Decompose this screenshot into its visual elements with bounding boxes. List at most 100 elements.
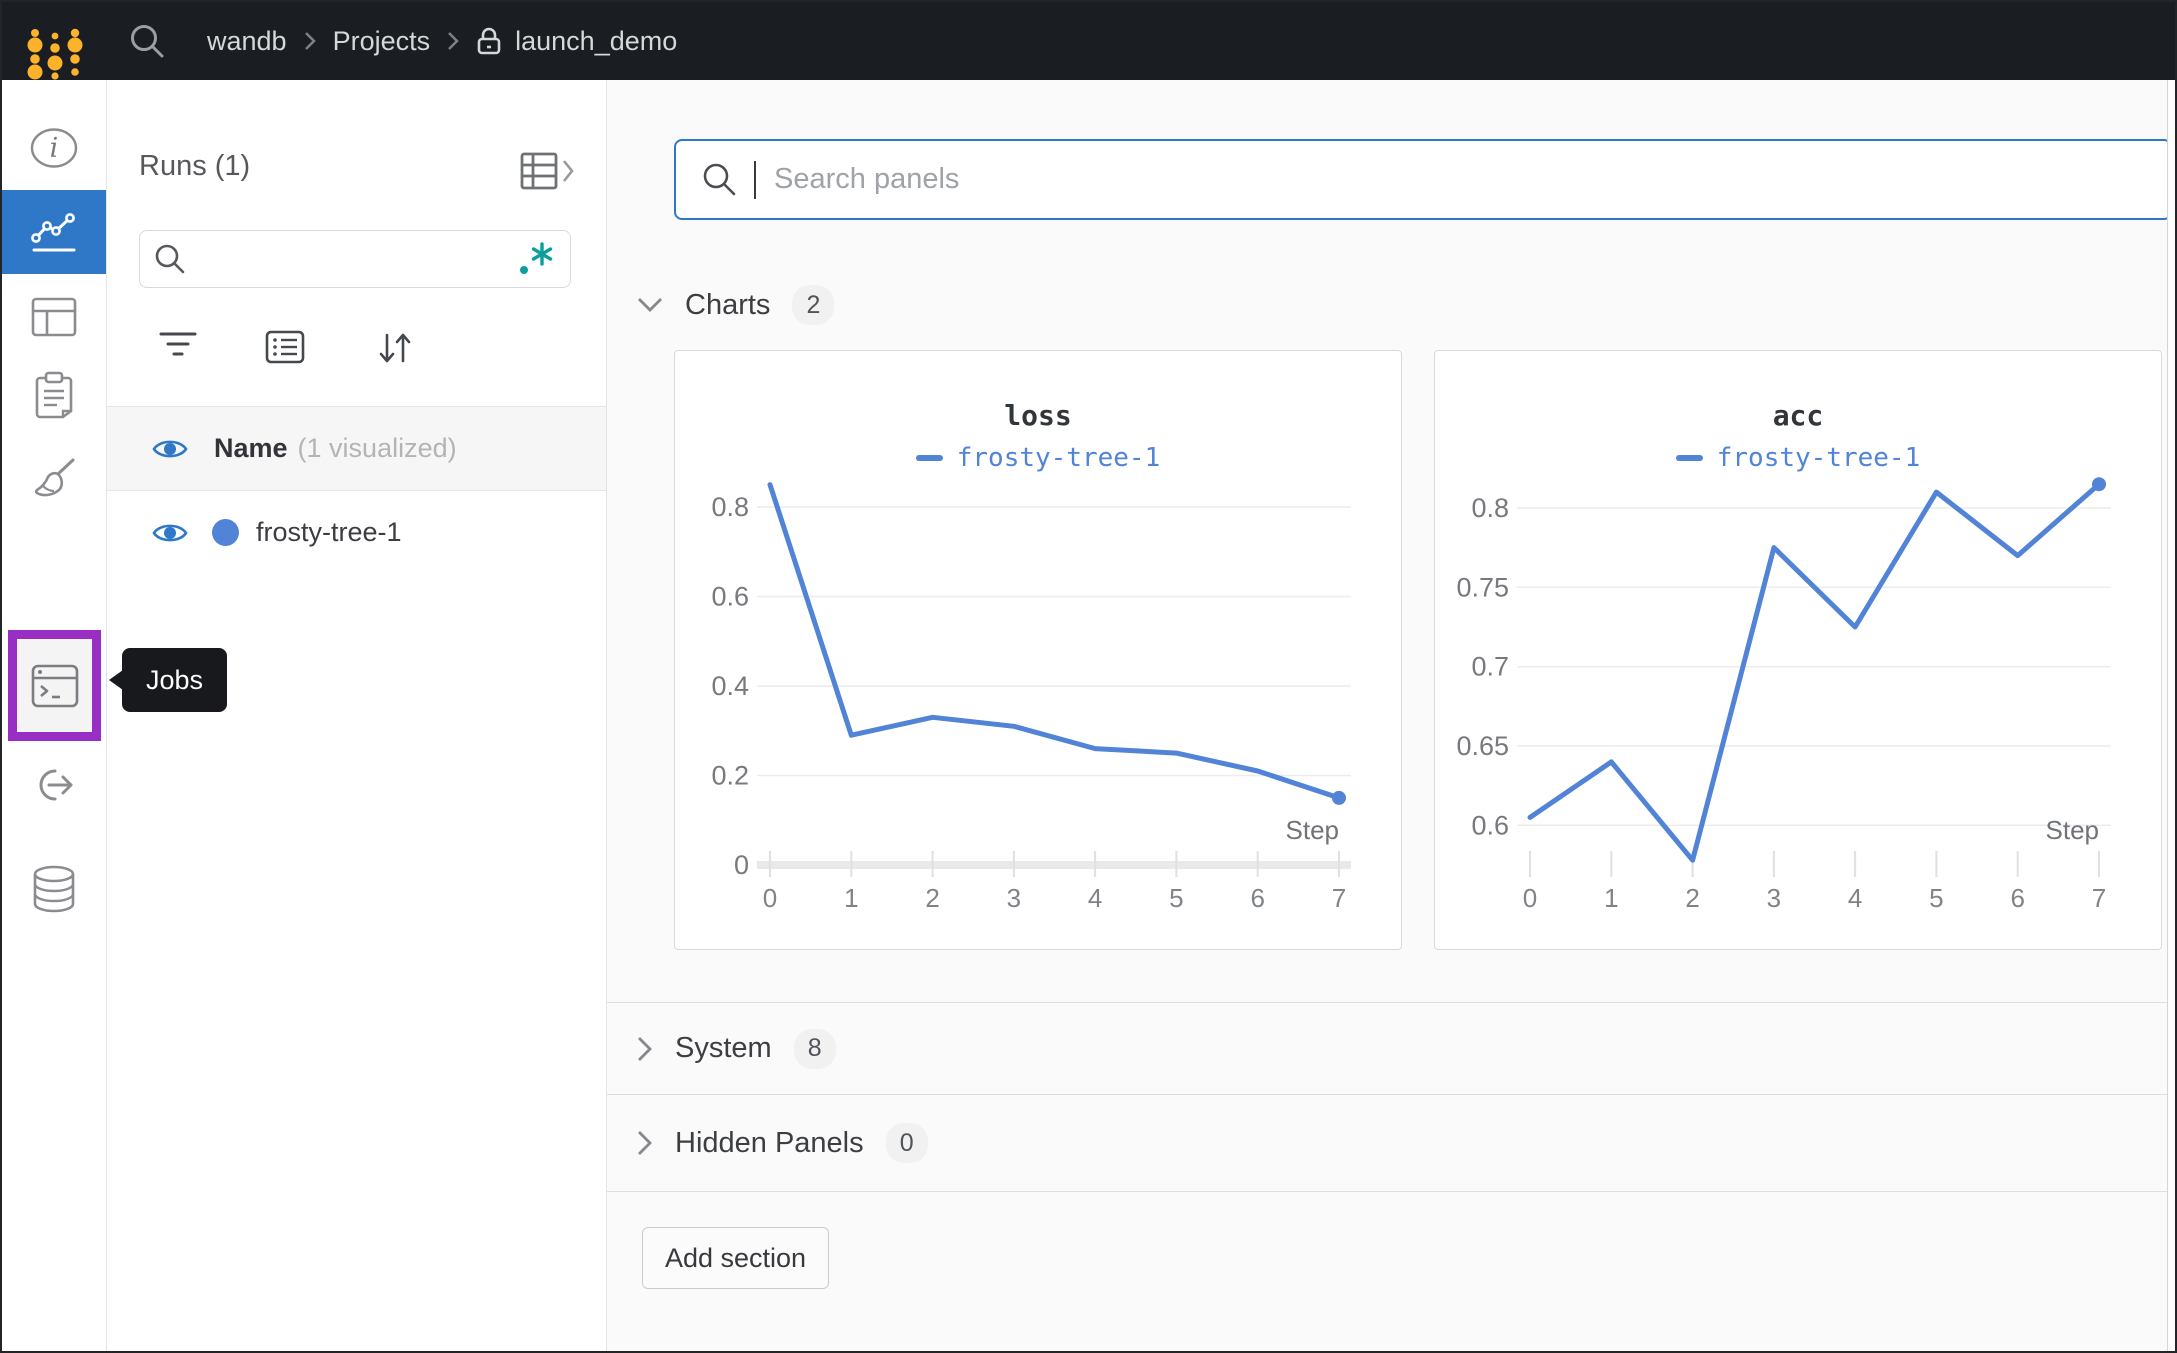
section-header-charts[interactable]: Charts 2 [607, 280, 2175, 330]
svg-text:4: 4 [1848, 883, 1862, 913]
add-section-button[interactable]: Add section [642, 1227, 829, 1289]
legend-run-name: frosty-tree-1 [1716, 443, 1921, 473]
svg-text:0.7: 0.7 [1471, 652, 1509, 682]
section-count-badge: 8 [793, 1028, 836, 1069]
svg-text:0.4: 0.4 [711, 671, 749, 701]
divider [607, 1094, 2167, 1095]
svg-text:6: 6 [1250, 883, 1264, 913]
sort-icon[interactable] [377, 330, 413, 366]
section-header-hidden-panels[interactable]: Hidden Panels 0 [607, 1095, 2175, 1191]
runs-search-box [139, 230, 571, 288]
panel-search-box [674, 139, 2172, 220]
visualized-count-label: (1 visualized) [297, 433, 457, 463]
panel-acc-chart[interactable]: acc frosty-tree-1 0.6 0.65 0.7 0.75 0.8 0 1 2 3 4… [1434, 350, 2162, 950]
svg-text:3: 3 [1767, 883, 1781, 913]
global-search-icon[interactable] [129, 23, 167, 61]
svg-text:7: 7 [2092, 883, 2106, 913]
chevron-down-icon[interactable] [637, 297, 663, 313]
breadcrumb-project-name[interactable]: launch_demo [515, 25, 678, 56]
regex-toggle-icon[interactable] [516, 241, 556, 277]
svg-text:4: 4 [1088, 883, 1102, 913]
runs-toolbar [107, 330, 606, 368]
svg-text:0.6: 0.6 [1471, 810, 1509, 840]
chart-title: loss [1004, 399, 1072, 432]
project-sidebar: i [2, 80, 107, 1351]
tooltip-arrow [109, 670, 123, 690]
svg-text:1: 1 [1604, 883, 1618, 913]
runs-panel-title: Runs (1) [139, 150, 251, 182]
svg-text:3: 3 [1007, 883, 1021, 913]
chevron-right-icon[interactable] [637, 1130, 653, 1156]
chart-title: acc [1772, 399, 1824, 432]
sidebar-item-logs[interactable] [2, 370, 106, 420]
runs-search-input[interactable] [196, 243, 516, 275]
section-count-badge: 2 [792, 285, 835, 325]
table-icon [31, 297, 77, 337]
link-run-icon [39, 769, 73, 801]
svg-text:2: 2 [1685, 883, 1699, 913]
breadcrumb-separator-icon [447, 31, 459, 51]
svg-text:0.8: 0.8 [1471, 493, 1509, 523]
svg-text:0.6: 0.6 [711, 582, 749, 612]
clipboard-icon [35, 371, 73, 419]
chevron-right-icon[interactable] [637, 1036, 653, 1062]
divider [607, 1191, 2167, 1192]
svg-text:0: 0 [1523, 883, 1537, 913]
legend-run-name: frosty-tree-1 [956, 443, 1161, 473]
svg-text:0.8: 0.8 [711, 492, 749, 522]
sidebar-item-jobs-highlighted[interactable] [8, 630, 101, 741]
legend-line-swatch [915, 455, 943, 461]
runs-panel: Runs (1) [107, 80, 607, 1351]
panel-search-input[interactable] [774, 163, 2144, 196]
sidebar-item-workspace-selected[interactable] [2, 190, 106, 274]
workspace-content: Charts 2 loss frosty-tree-1 00.20.40.60.… [607, 80, 2175, 1351]
divider [607, 1002, 2167, 1003]
private-project-lock-icon [476, 26, 502, 56]
tooltip-label: Jobs [146, 664, 204, 695]
search-icon [703, 163, 736, 195]
info-icon: i [30, 128, 78, 168]
expand-runs-table-icon[interactable] [520, 152, 576, 190]
sidebar-item-artifacts[interactable] [2, 864, 106, 914]
breadcrumb-separator-icon [304, 31, 316, 51]
sidebar-item-sweeps[interactable] [2, 452, 106, 502]
run-name-label: frosty-tree-1 [256, 517, 402, 547]
svg-text:0: 0 [734, 850, 749, 880]
toggle-all-visibility-eye-icon[interactable] [152, 436, 188, 462]
section-count-badge: 0 [885, 1123, 928, 1163]
breadcrumb: wandb Projects launch_demo [207, 2, 677, 80]
scrollbar-track[interactable] [2167, 80, 2175, 1351]
legend-line-swatch [1675, 455, 1703, 461]
search-icon [155, 244, 185, 274]
divider [107, 406, 606, 407]
svg-text:1: 1 [844, 883, 858, 913]
sidebar-item-table[interactable] [2, 294, 106, 340]
acc-line-plot: 0.6 0.65 0.7 0.75 0.8 0 1 2 3 4 5 6 7 Step [1456, 477, 2111, 913]
run-visibility-eye-icon[interactable] [152, 520, 188, 546]
runs-header-row: Name (1 visualized) [107, 407, 606, 490]
svg-text:6: 6 [2010, 883, 2024, 913]
breadcrumb-entity[interactable]: wandb [207, 25, 287, 56]
section-label: System [675, 1032, 772, 1064]
breadcrumb-projects[interactable]: Projects [332, 25, 431, 56]
run-row[interactable]: frosty-tree-1 [107, 491, 606, 574]
section-label: Hidden Panels [675, 1126, 864, 1159]
text-cursor [754, 160, 756, 199]
wandb-logo-icon[interactable] [24, 24, 86, 80]
filter-icon[interactable] [159, 330, 197, 360]
section-header-system[interactable]: System 8 [607, 1003, 2175, 1094]
broom-icon [34, 458, 75, 497]
run-color-dot [212, 519, 239, 546]
svg-text:Step: Step [1286, 815, 1340, 845]
database-icon [33, 865, 75, 913]
top-navigation-bar: wandb Projects launch_demo [2, 2, 2175, 80]
group-list-icon[interactable] [265, 330, 305, 364]
svg-text:7: 7 [1332, 883, 1346, 913]
svg-text:0.75: 0.75 [1456, 572, 1509, 602]
sidebar-item-automations[interactable] [2, 761, 106, 809]
chart-legend: frosty-tree-1 [1435, 443, 2161, 473]
svg-text:Step: Step [2046, 815, 2100, 845]
sidebar-item-overview[interactable]: i [2, 124, 106, 172]
panel-loss-chart[interactable]: loss frosty-tree-1 0 0.2 0.4 0.6 0.8 0 1 2 3 4 5 6 7… [674, 350, 1402, 950]
